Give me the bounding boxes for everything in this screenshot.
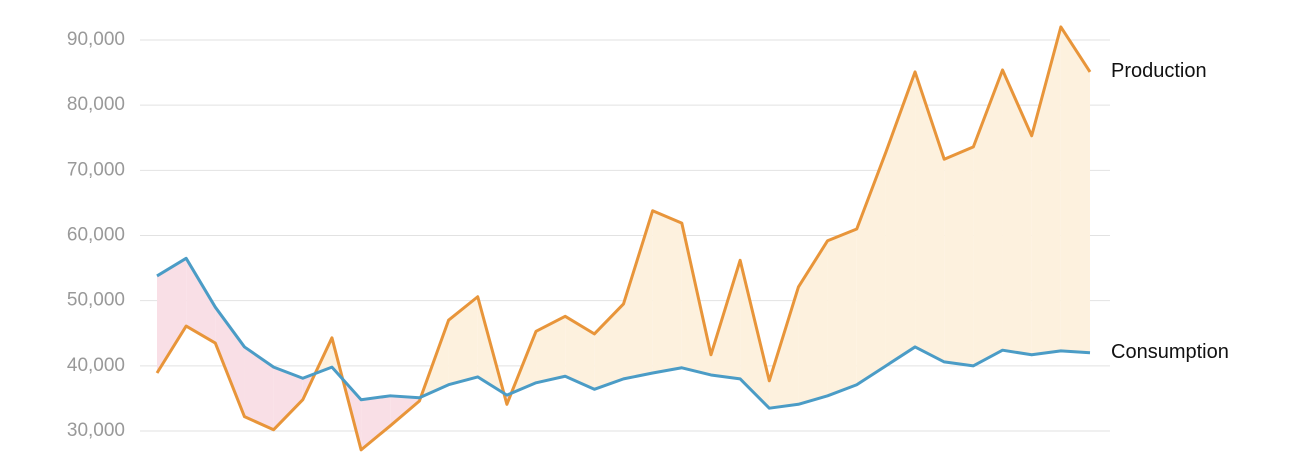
y-tick-label: 50,000 (67, 290, 125, 311)
gap-area (827, 228, 857, 396)
gap-area (157, 258, 187, 374)
series-line (156, 256, 1091, 410)
gap-area (186, 258, 216, 344)
gap-area (944, 146, 974, 366)
gap-area (536, 316, 566, 383)
gap-area (594, 303, 624, 390)
gap-area (361, 395, 391, 450)
y-tick-label: 90,000 (67, 29, 125, 50)
y-tick-label: 60,000 (67, 225, 125, 246)
gap-area (769, 286, 799, 409)
gap-area (652, 210, 682, 374)
gap-area (885, 71, 916, 366)
y-tick-label: 80,000 (67, 94, 125, 115)
gap-area (565, 316, 595, 390)
gap-area (273, 367, 303, 430)
gap-area (215, 307, 245, 417)
gap-area (915, 71, 945, 362)
series-line (155, 25, 1092, 452)
y-tick-label: 70,000 (67, 159, 125, 180)
gap-area (798, 240, 828, 405)
gap-area (1060, 26, 1090, 353)
y-tick-label: 30,000 (67, 420, 125, 441)
gap-area (740, 260, 770, 409)
gap-area (448, 296, 478, 385)
series-label: Consumption (1111, 341, 1229, 363)
gap-area (623, 210, 653, 379)
series-label: Production (1111, 60, 1207, 82)
gap-area (710, 260, 741, 379)
gap-area (1002, 69, 1032, 355)
y-tick-label: 40,000 (67, 355, 125, 376)
gap-area (973, 69, 1003, 366)
gap-area (244, 346, 274, 430)
